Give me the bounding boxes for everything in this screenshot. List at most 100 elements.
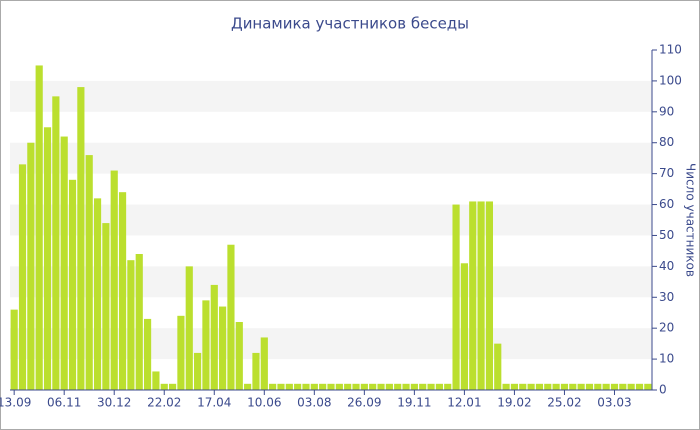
bar (419, 383, 427, 390)
chart-title: Динамика участников беседы (231, 15, 469, 33)
bar (43, 127, 52, 390)
bar (569, 383, 577, 390)
bar (260, 337, 268, 390)
bar (427, 383, 435, 390)
grid-band (10, 142, 652, 174)
bar (619, 383, 627, 390)
bar (235, 322, 243, 390)
y-tick-label: 50 (659, 228, 674, 242)
bar (544, 383, 552, 390)
y-tick-label: 30 (659, 290, 674, 304)
bar (177, 315, 185, 390)
x-tick-label: 12.01 (447, 396, 481, 410)
bar (60, 136, 68, 390)
bar (552, 383, 560, 390)
bar (152, 371, 160, 390)
bar (143, 318, 152, 390)
x-tick-label: 25.02 (547, 396, 581, 410)
bar (385, 383, 393, 390)
y-tick-label: 20 (659, 321, 674, 335)
grid-band (10, 80, 652, 112)
bar (360, 383, 368, 390)
bar (577, 383, 585, 390)
bar (452, 204, 460, 390)
bar (10, 309, 18, 390)
y-tick-label: 80 (659, 135, 674, 149)
bar (335, 383, 343, 390)
bar (277, 383, 285, 390)
bar (244, 383, 252, 390)
bar (435, 383, 443, 390)
bar (68, 179, 77, 390)
bar (102, 223, 110, 390)
bar (377, 383, 385, 390)
bar (502, 383, 510, 390)
bar (369, 383, 377, 390)
bar (310, 383, 318, 390)
bar (494, 343, 502, 390)
x-tick-label: 30.12 (97, 396, 131, 410)
bar (194, 352, 202, 390)
bar (285, 383, 293, 390)
bar (52, 96, 60, 390)
bar (135, 254, 143, 390)
bar (477, 201, 485, 390)
bar (469, 201, 477, 390)
bar (227, 244, 235, 390)
bar (219, 306, 227, 390)
x-tick-label: 13.09 (0, 396, 31, 410)
y-tick-label: 10 (659, 352, 674, 366)
bar (344, 383, 352, 390)
bar (77, 87, 85, 390)
bar (402, 383, 410, 390)
bar (485, 201, 494, 390)
x-tick-label: 22.02 (147, 396, 181, 410)
bar (168, 383, 177, 390)
bar (302, 383, 310, 390)
bar (627, 383, 635, 390)
bar (18, 164, 27, 390)
y-tick-label: 0 (659, 383, 667, 397)
x-tick-label: 19.11 (397, 396, 431, 410)
x-tick-label: 17.04 (197, 396, 231, 410)
bar (110, 170, 118, 390)
bar (635, 383, 644, 390)
x-tick-label: 03.03 (597, 396, 631, 410)
y-tick-label: 100 (659, 73, 682, 87)
bar (519, 383, 527, 390)
x-tick-label: 06.11 (47, 396, 81, 410)
bar (527, 383, 535, 390)
bar (352, 383, 360, 390)
bar (535, 383, 544, 390)
bar (160, 383, 168, 390)
bar (118, 192, 127, 390)
bar (202, 300, 210, 390)
bar (594, 383, 602, 390)
y-tick-label: 40 (659, 259, 674, 273)
bar (252, 352, 260, 390)
x-tick-label: 03.08 (297, 396, 331, 410)
x-tick-label: 19.02 (497, 396, 531, 410)
bar (444, 383, 452, 390)
y-tick-label: 110 (659, 43, 682, 57)
bar (327, 383, 335, 390)
bar (560, 383, 569, 390)
bar (269, 383, 277, 390)
x-tick-label: 10.06 (247, 396, 281, 410)
bar (185, 266, 193, 390)
bar (210, 284, 218, 390)
bar (394, 383, 402, 390)
bar (602, 383, 610, 390)
bar (127, 260, 135, 390)
y-tick-label: 60 (659, 197, 674, 211)
bar (35, 65, 43, 391)
bar (294, 383, 302, 390)
bar (410, 383, 418, 390)
bar (85, 155, 93, 390)
bar (585, 383, 594, 390)
x-tick-label: 26.09 (347, 396, 381, 410)
bar (610, 383, 619, 390)
y-tick-label: 70 (659, 166, 674, 180)
bar (510, 383, 519, 390)
